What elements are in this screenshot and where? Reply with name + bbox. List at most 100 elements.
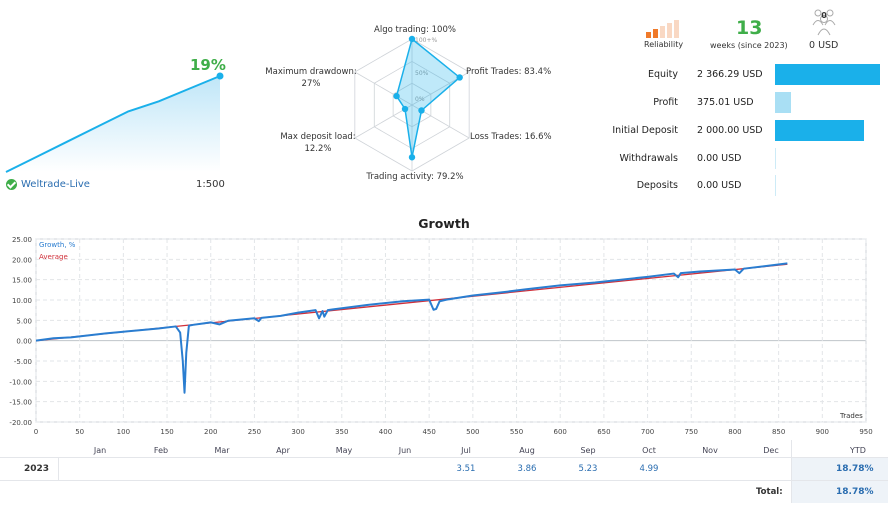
x-tick-label: 950 [859,428,872,436]
radar-point [401,105,409,113]
stat-name: Initial Deposit [612,125,678,136]
x-tick-label: 550 [510,428,523,436]
radar-ring-label: 50% [415,70,429,77]
reliability-bar [667,23,672,38]
month-header: Apr [276,446,290,455]
mini-curve-end [216,72,224,80]
x-tick-label: 200 [204,428,217,436]
check-icon [6,179,17,190]
x-tick-label: 850 [772,428,785,436]
y-tick-label: 10.00 [12,297,32,305]
table-divider-ytd [791,440,792,503]
ytd-cell-bg [792,458,888,480]
year-label: 2023 [24,464,50,474]
stat-name: Profit [653,97,678,108]
month-header: Sep [580,446,596,455]
month-header: Feb [153,446,169,455]
x-tick-label: 150 [160,428,173,436]
x-tick-label: 900 [816,428,829,436]
stat-name: Deposits [636,180,678,191]
growth-line [35,262,788,394]
table-divider-top [0,457,888,458]
table-divider-mid [0,480,888,481]
account-link[interactable]: Weltrade-Live [6,179,90,190]
radar-point [456,74,463,81]
radar-label-deposit-load-name: Max deposit load: [280,132,356,142]
weeks-label: weeks (since 2023) [710,41,788,50]
stat-value: 375.01 USD [697,97,754,108]
y-tick-label: 0.00 [16,338,32,346]
stat-bar [775,175,776,196]
radar-label-loss-trades: Loss Trades: 16.6% [470,132,552,142]
y-tick-label: -10.00 [9,378,32,386]
x-tick-label: 750 [685,428,698,436]
subscribers-icon [812,9,836,36]
reliability-bar [646,32,651,38]
ytd-value: 18.78% [836,464,874,474]
radar-spoke [354,71,413,106]
radar-label-deposit-load: Max deposit load: 12.2% [262,131,374,155]
total-label: Total: [756,487,783,497]
month-header: May [335,446,353,455]
stat-value: 2 366.29 USD [697,69,763,80]
chart-title: Growth [418,216,470,231]
month-value: 3.51 [456,464,476,474]
x-tick-label: 250 [248,428,261,436]
stat-name: Equity [647,69,678,80]
x-tick-label: 50 [75,428,84,436]
stat-name: Withdrawals [619,153,678,164]
x-tick-label: 700 [641,428,654,436]
subscribers-value: 0 USD [809,40,839,51]
y-tick-label: -15.00 [9,399,32,407]
stat-bar [775,92,791,113]
y-tick-label: -5.00 [14,358,32,366]
leverage: 1:500 [196,179,225,190]
radar-chart: 100+% 50% 0% [354,35,470,172]
month-value: 5.23 [578,464,598,474]
x-tick-label: 400 [379,428,392,436]
ytd-header: YTD [850,446,866,455]
radar-label-activity: Trading activity: 79.2% [366,172,464,182]
weeks-number: 13 [736,17,763,39]
x-tick-label: 0 [34,428,38,436]
month-header: Nov [702,446,718,455]
subscribers-count: 0 [821,11,827,20]
x-axis-label: Trades [840,412,863,420]
radar-ring-label: 0% [415,96,425,103]
total-cell-bg [792,481,888,503]
radar-label-deposit-load-value: 12.2% [304,144,332,154]
legend-average: Average [39,253,68,261]
stat-value: 0.00 USD [697,180,742,191]
month-value: 4.99 [639,464,659,474]
month-header: Mar [214,446,230,455]
month-header: Dec [763,446,779,455]
y-tick-label: 20.00 [12,256,32,264]
reliability-label: Reliability [644,40,684,49]
mini-curve-line [5,75,221,173]
x-tick-label: 350 [335,428,348,436]
radar-ring-label: 100+% [415,37,437,44]
radar-label-algo: Algo trading: 100% [374,25,456,35]
radar-label-drawdown: Maximum drawdown: 27% [252,66,370,90]
x-tick-label: 650 [597,428,610,436]
month-header: Oct [642,446,656,455]
plot-area [35,238,867,423]
radar-point [393,92,400,100]
radar-point [418,107,425,114]
reliability-bar [674,20,679,38]
radar-label-profit-trades: Profit Trades: 83.4% [466,67,552,77]
legend-growth: Growth, % [39,241,76,249]
x-tick-label: 100 [117,428,130,436]
y-tick-label: -20.00 [9,419,32,427]
y-tick-label: 25.00 [12,236,32,244]
x-tick-label: 300 [291,428,304,436]
x-tick-label: 800 [728,428,741,436]
stat-value: 0.00 USD [697,153,742,164]
stat-bar [775,64,880,85]
reliability-bar [660,26,665,38]
mini-growth-curve [5,72,224,173]
reliability-bar [653,29,658,38]
month-header: Jul [461,446,471,455]
growth-chart: 25.00 20.00 15.00 10.00 5.00 0.00 -5.00 -10.00 -… [9,236,872,436]
growth-percent: 19% [190,56,226,74]
